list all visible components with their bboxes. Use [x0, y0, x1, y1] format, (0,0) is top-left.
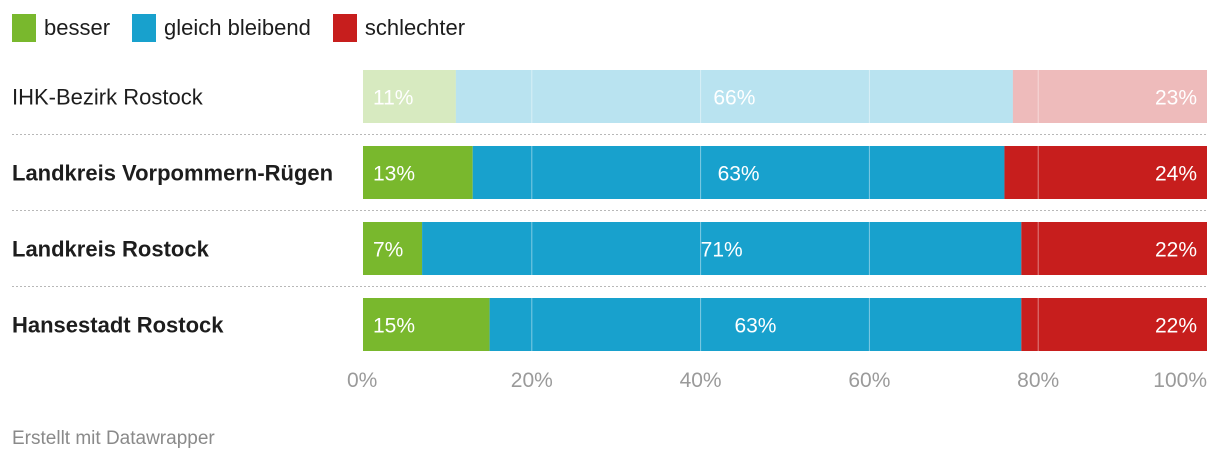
- value-label-gleich-bleibend-landkreis-vorpommern-r-gen: 63%: [718, 163, 760, 186]
- value-label-gleich-bleibend-ihk-bezirk-rostock: 66%: [713, 87, 755, 110]
- bar-besser-landkreis-rostock: [363, 222, 423, 275]
- legend-label-gleich-bleibend: gleich bleibend: [164, 15, 311, 40]
- x-tick-label: 20%: [511, 369, 553, 392]
- bar-besser-hansestadt-rostock: [363, 298, 490, 351]
- legend-item-gleich-bleibend: gleich bleibend: [132, 14, 311, 42]
- value-label-schlechter-landkreis-rostock: 22%: [1155, 239, 1197, 262]
- value-label-besser-landkreis-rostock: 7%: [373, 239, 403, 262]
- legend-item-schlechter: schlechter: [332, 14, 466, 42]
- bar-schlechter-landkreis-rostock: [1021, 222, 1207, 275]
- legend-label-schlechter: schlechter: [364, 15, 466, 40]
- value-label-besser-ihk-bezirk-rostock: 11%: [373, 87, 413, 110]
- bar-schlechter-ihk-bezirk-rostock: [1012, 70, 1207, 123]
- bar-gleich-bleibend-landkreis-rostock: [422, 222, 1022, 275]
- x-tick-label: 100%: [1153, 369, 1207, 392]
- footer-credit: Erstellt mit Datawrapper: [12, 428, 215, 449]
- x-tick-label: 60%: [848, 369, 890, 392]
- bar-besser-landkreis-vorpommern-r-gen: [363, 146, 473, 199]
- legend-swatch-gleich-bleibend: [132, 14, 157, 42]
- value-label-gleich-bleibend-hansestadt-rostock: 63%: [734, 315, 776, 338]
- x-tick-label: 80%: [1017, 369, 1059, 392]
- category-label-hansestadt-rostock: Hansestadt Rostock: [12, 313, 224, 338]
- bar-schlechter-landkreis-vorpommern-r-gen: [1004, 146, 1207, 199]
- x-tick-label: 0%: [347, 369, 377, 392]
- value-label-besser-landkreis-vorpommern-r-gen: 13%: [373, 163, 415, 186]
- value-label-gleich-bleibend-landkreis-rostock: 71%: [701, 239, 743, 262]
- value-label-besser-hansestadt-rostock: 15%: [373, 315, 415, 338]
- legend-item-besser: besser: [12, 14, 110, 42]
- value-label-schlechter-ihk-bezirk-rostock: 23%: [1155, 87, 1197, 110]
- bar-gleich-bleibend-landkreis-vorpommern-r-gen: [472, 146, 1005, 199]
- category-label-ihk-bezirk-rostock: IHK-Bezirk Rostock: [12, 85, 204, 110]
- legend-label-besser: besser: [44, 15, 111, 40]
- bar-gleich-bleibend-ihk-bezirk-rostock: [455, 70, 1013, 123]
- x-tick-label: 40%: [680, 369, 722, 392]
- legend: besser gleich bleibend schlechter: [12, 12, 487, 44]
- category-label-landkreis-rostock: Landkreis Rostock: [12, 237, 210, 262]
- value-label-schlechter-hansestadt-rostock: 22%: [1155, 315, 1197, 338]
- category-label-landkreis-vorpommern-r-gen: Landkreis Vorpommern-Rügen: [12, 161, 333, 186]
- bar-gleich-bleibend-hansestadt-rostock: [489, 298, 1022, 351]
- bar-besser-ihk-bezirk-rostock: [363, 70, 456, 123]
- legend-swatch-schlechter: [332, 14, 357, 42]
- legend-swatch-besser: [12, 14, 36, 42]
- bar-schlechter-hansestadt-rostock: [1021, 298, 1207, 351]
- value-label-schlechter-landkreis-vorpommern-r-gen: 24%: [1155, 163, 1197, 186]
